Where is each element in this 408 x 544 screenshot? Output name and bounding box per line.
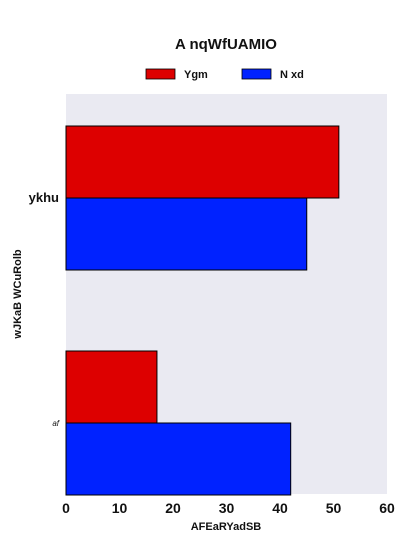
category-label-af: af	[52, 419, 59, 428]
category-labels: ykhu af	[29, 190, 60, 428]
category-label-ykhu: ykhu	[29, 190, 59, 205]
bar-ykhu-ygm	[65, 125, 340, 199]
chart-title: A nqWfUAMIO	[175, 36, 277, 53]
bar-af-nxd	[65, 422, 292, 496]
bar-af-ygm	[65, 350, 158, 424]
legend: Ygm N xd	[145, 68, 304, 81]
bar-ykhu-nxd	[65, 197, 308, 271]
legend-label-ygm: Ygm	[184, 69, 208, 81]
x-tick-label-40: 40	[272, 500, 288, 516]
legend-swatch-nxd	[241, 68, 272, 80]
x-tick-label-0: 0	[62, 500, 70, 516]
x-tick-label-10: 10	[112, 500, 128, 516]
bars-group	[65, 125, 340, 496]
legend-label-nxd: N xd	[280, 69, 304, 81]
x-tick-label-60: 60	[379, 500, 395, 516]
legend-swatch-ygm	[145, 68, 176, 80]
x-tick-label-30: 30	[219, 500, 235, 516]
x-tick-labels: 0 10 20 30 40 50 60	[62, 500, 395, 516]
x-tick-label-20: 20	[165, 500, 181, 516]
y-axis-label: wJKaB WCuRolb	[12, 249, 24, 340]
x-axis-label: AFEaRYadSB	[191, 521, 262, 533]
x-tick-label-50: 50	[326, 500, 342, 516]
